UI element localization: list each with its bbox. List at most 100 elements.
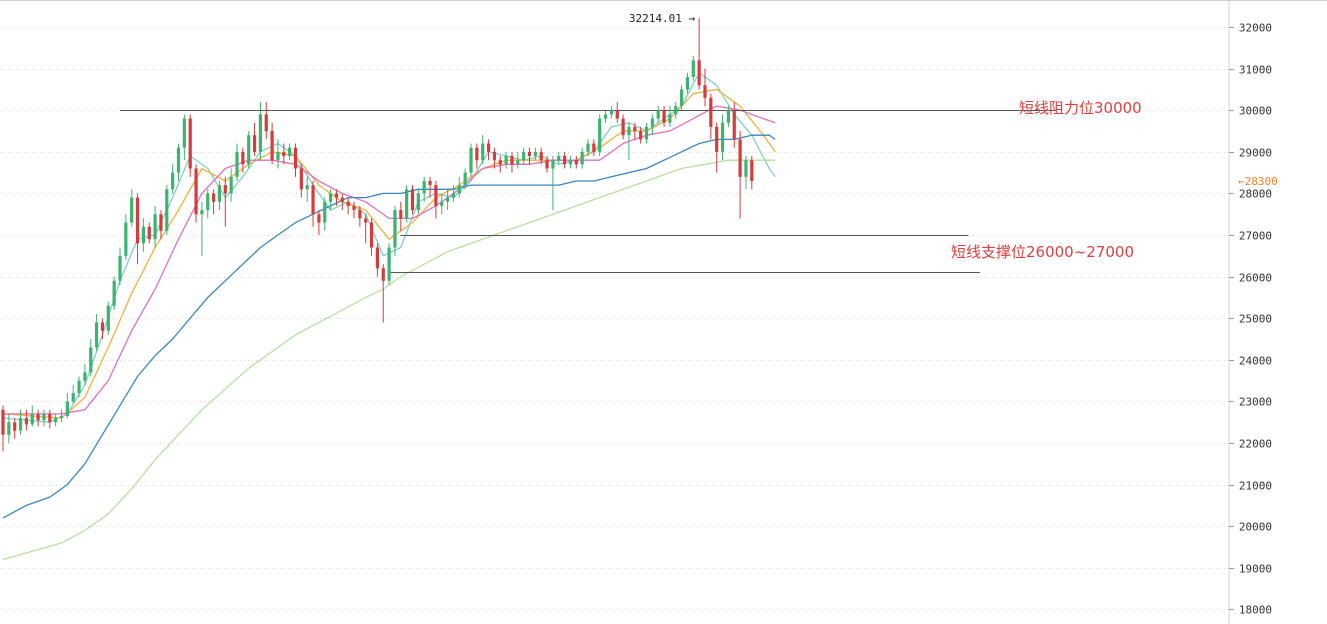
candle-body xyxy=(217,185,222,202)
candle xyxy=(732,101,736,148)
candle xyxy=(668,106,672,127)
candle xyxy=(270,122,274,165)
candle-body xyxy=(539,151,543,161)
candle-body xyxy=(188,118,192,169)
candle xyxy=(42,409,46,427)
candle-body xyxy=(305,185,309,190)
candle-body xyxy=(130,197,134,223)
candle xyxy=(434,180,438,219)
candle-body xyxy=(293,147,298,169)
candle xyxy=(30,405,34,427)
candle xyxy=(311,180,315,227)
candle xyxy=(381,264,385,323)
candle xyxy=(95,314,99,352)
y-tick-label: 21000 xyxy=(1239,480,1272,493)
candle-body xyxy=(77,380,81,394)
candle-body xyxy=(18,418,23,431)
candle xyxy=(65,393,69,419)
candle-body xyxy=(738,139,742,177)
candle xyxy=(574,156,578,169)
candle-body xyxy=(299,168,303,190)
candle xyxy=(498,156,502,173)
candle xyxy=(463,168,467,190)
candle-body xyxy=(59,416,64,419)
candle-body xyxy=(440,201,444,206)
candle xyxy=(288,143,292,161)
y-tick-label: 29000 xyxy=(1239,147,1272,160)
candle-body xyxy=(358,210,362,219)
candle-body xyxy=(252,135,257,152)
candle xyxy=(241,147,245,173)
candle xyxy=(393,205,397,256)
candle xyxy=(750,156,754,190)
candle-body xyxy=(387,247,391,281)
candle-body xyxy=(375,247,379,269)
candle-body xyxy=(135,197,140,244)
candle-body xyxy=(492,151,496,161)
candle-body xyxy=(668,114,672,123)
candle xyxy=(258,101,262,161)
candle xyxy=(744,156,748,190)
candle xyxy=(399,201,403,231)
candle xyxy=(334,189,339,206)
ma-line-ma_slow xyxy=(2,159,776,561)
candle xyxy=(621,114,625,140)
candle xyxy=(563,151,567,169)
candle xyxy=(24,409,28,431)
moving-average-lines xyxy=(2,72,776,561)
candle-body xyxy=(288,147,292,156)
candle xyxy=(212,189,216,215)
candle-body xyxy=(451,193,456,198)
candle-body xyxy=(340,197,344,202)
candle-body xyxy=(416,193,420,211)
candle-body xyxy=(615,110,619,119)
candle-body xyxy=(176,147,181,173)
candle xyxy=(656,106,660,123)
candle-body xyxy=(498,160,502,165)
candle-body xyxy=(545,160,549,169)
candle-body xyxy=(557,156,561,161)
candle-body xyxy=(750,160,754,181)
candle-body xyxy=(504,156,508,165)
candle xyxy=(369,218,374,256)
candle xyxy=(475,143,479,169)
candle xyxy=(527,147,532,165)
candle xyxy=(603,110,608,123)
candle xyxy=(592,139,596,156)
candle xyxy=(329,189,333,211)
candle-body xyxy=(592,143,596,152)
candle xyxy=(229,168,233,202)
candle xyxy=(188,114,192,177)
candle-body xyxy=(393,210,397,248)
candle xyxy=(662,106,666,127)
ma-line-ma_trend xyxy=(2,134,776,519)
candle-body xyxy=(159,214,163,231)
y-tick-label: 26000 xyxy=(1239,272,1272,285)
candle xyxy=(77,376,81,398)
candle-body xyxy=(200,210,204,215)
candle xyxy=(738,131,742,219)
candle xyxy=(680,85,684,111)
candle xyxy=(83,364,87,385)
candle-body xyxy=(235,151,239,177)
candle xyxy=(141,218,145,252)
candle xyxy=(410,185,415,215)
candle xyxy=(13,418,17,439)
candle xyxy=(639,126,643,144)
candle xyxy=(422,176,426,202)
candle xyxy=(364,214,368,244)
candle-body xyxy=(71,393,75,402)
candle-body xyxy=(147,226,151,240)
y-tick-label: 32000 xyxy=(1239,22,1272,35)
candle-body xyxy=(527,151,532,156)
candle-body xyxy=(65,401,69,416)
candle xyxy=(644,122,649,144)
candle-body xyxy=(662,110,666,123)
candle-body xyxy=(516,160,520,165)
candle xyxy=(598,114,602,156)
candle-body xyxy=(680,89,684,107)
candle xyxy=(223,176,227,227)
last-price-label: ←28300 xyxy=(1238,175,1278,188)
candle-body xyxy=(258,114,262,152)
candle-body xyxy=(621,118,625,136)
